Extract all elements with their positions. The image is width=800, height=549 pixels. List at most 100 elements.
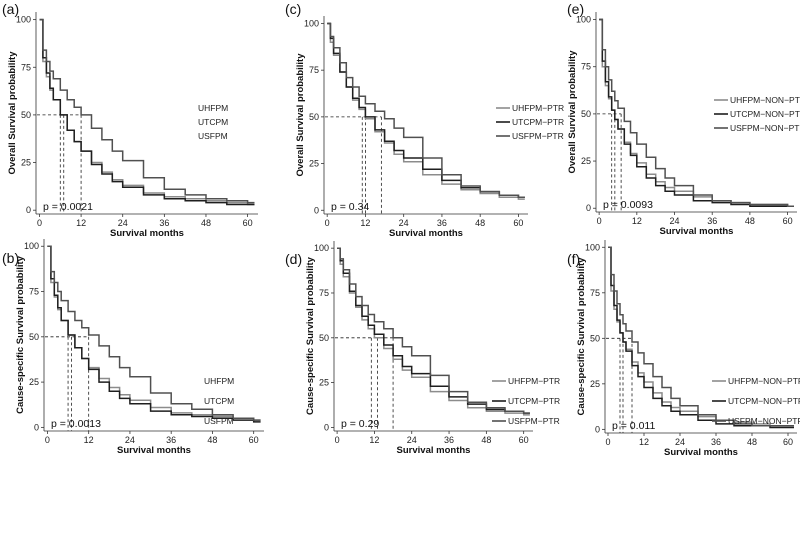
survival-curve (337, 247, 530, 414)
y-axis-title: Overall Survival probability (567, 50, 578, 174)
panel-label: (e) (567, 1, 584, 17)
legend-label: USFPM (204, 416, 234, 426)
x-axis-title: Survival months (117, 445, 191, 456)
y-tick-label: 0 (34, 422, 39, 432)
chart-panel-f: (f) 0 25 50 75 100 0 12 24 36 48 60 Survival months C… (567, 240, 800, 458)
y-tick-label: 100 (16, 15, 31, 25)
x-axis-title: Survival months (664, 447, 738, 458)
y-tick-label: 75 (21, 62, 31, 72)
legend-label: UHFPM−NON−PTR (728, 376, 800, 386)
x-tick-label: 60 (783, 216, 793, 226)
x-tick-label: 36 (437, 218, 447, 228)
survival-curve (47, 245, 261, 421)
x-tick-label: 24 (407, 435, 417, 445)
x-tick-label: 60 (513, 218, 523, 228)
y-axis-title: Cause-specific Survival probability (576, 257, 587, 416)
legend-label: USFPM−NON−PTR (730, 123, 800, 133)
x-tick-label: 24 (675, 437, 685, 447)
chart-panel-d: (d) 0 25 50 75 100 0 12 24 36 48 60 Survival months C… (285, 241, 560, 456)
x-tick-label: 60 (243, 218, 253, 228)
x-tick-label: 12 (360, 218, 370, 228)
y-tick-label: 25 (29, 377, 39, 387)
y-tick-label: 100 (24, 241, 39, 251)
y-tick-label: 100 (585, 242, 600, 252)
x-tick-label: 36 (707, 216, 717, 226)
x-tick-label: 60 (519, 435, 529, 445)
y-tick-label: 50 (581, 109, 591, 119)
legend-label: USFPM−PTR (512, 131, 564, 141)
legend-label: UHFPM (198, 103, 228, 113)
survival-curve (608, 246, 794, 427)
y-tick-label: 0 (26, 205, 31, 215)
x-tick-label: 24 (399, 218, 409, 228)
p-value-label: p = 0.34 (331, 201, 369, 213)
y-axis-title: Cause-specific Survival probability (15, 255, 26, 414)
x-tick-label: 48 (207, 435, 217, 445)
x-tick-label: 12 (76, 218, 86, 228)
y-tick-label: 100 (304, 18, 319, 28)
y-tick-label: 75 (581, 62, 591, 72)
panel-label: (d) (285, 251, 302, 267)
legend-label: UTCPM−NON−PTR (730, 109, 800, 119)
legend-label: USFPM (198, 131, 228, 141)
x-tick-label: 48 (481, 435, 491, 445)
y-tick-label: 0 (324, 422, 329, 432)
legend-label: UHFPM−PTR (512, 103, 564, 113)
survival-curve (599, 18, 794, 208)
survival-curve (47, 245, 261, 421)
x-axis-title: Survival months (389, 228, 463, 239)
y-tick-label: 75 (309, 65, 319, 75)
y-tick-label: 50 (590, 333, 600, 343)
survival-curve (39, 18, 255, 206)
x-tick-label: 48 (475, 218, 485, 228)
p-value-label: p = 0.0013 (51, 418, 101, 430)
y-tick-label: 50 (319, 333, 329, 343)
p-value-label: p = 0.0021 (43, 201, 93, 213)
chart-panel-c: (c) 0 25 50 75 100 0 12 24 36 48 60 Survival months O… (285, 1, 564, 239)
survival-curve (327, 22, 525, 198)
legend-label: UHFPM−PTR (508, 376, 560, 386)
y-tick-label: 50 (309, 112, 319, 122)
legend-label: UHFPM (204, 376, 234, 386)
legend-label: UTCPM (204, 396, 234, 406)
x-tick-label: 0 (335, 435, 340, 445)
x-tick-label: 60 (249, 435, 259, 445)
panel-label: (a) (2, 1, 19, 17)
x-tick-label: 0 (597, 216, 602, 226)
panel-label: (c) (285, 1, 301, 17)
x-tick-label: 24 (670, 216, 680, 226)
legend-label: UTCPM−PTR (512, 117, 564, 127)
x-tick-label: 0 (325, 218, 330, 228)
p-value-label: p = 0.29 (341, 418, 379, 430)
y-tick-label: 75 (29, 287, 39, 297)
survival-curve (327, 22, 525, 198)
x-tick-label: 24 (118, 218, 128, 228)
x-axis-title: Survival months (110, 228, 184, 239)
y-tick-label: 50 (29, 332, 39, 342)
y-tick-label: 100 (314, 243, 329, 253)
y-tick-label: 0 (314, 205, 319, 215)
y-tick-label: 0 (586, 203, 591, 213)
legend-label: UHFPM−NON−PTR (730, 95, 800, 105)
panel-label: (f) (567, 251, 580, 267)
y-tick-label: 0 (595, 424, 600, 434)
survival-curve (599, 18, 794, 208)
legend-label: UTCPM (198, 117, 228, 127)
x-tick-label: 60 (783, 437, 793, 447)
y-tick-label: 25 (309, 159, 319, 169)
x-tick-label: 36 (711, 437, 721, 447)
x-tick-label: 12 (84, 435, 94, 445)
chart-panel-b: (b) 0 25 50 75 100 0 12 24 36 48 60 Survival months C… (2, 239, 264, 456)
y-tick-label: 75 (319, 288, 329, 298)
x-tick-label: 12 (369, 435, 379, 445)
x-tick-label: 12 (632, 216, 642, 226)
chart-panel-e: (e) 0 25 50 75 100 0 12 24 36 48 60 Survival months O… (567, 1, 800, 237)
panel-label: (b) (2, 250, 19, 266)
survival-curve (327, 22, 525, 200)
y-tick-label: 50 (21, 110, 31, 120)
y-tick-label: 75 (590, 288, 600, 298)
x-tick-label: 0 (45, 435, 50, 445)
y-tick-label: 25 (581, 156, 591, 166)
x-tick-label: 48 (745, 216, 755, 226)
